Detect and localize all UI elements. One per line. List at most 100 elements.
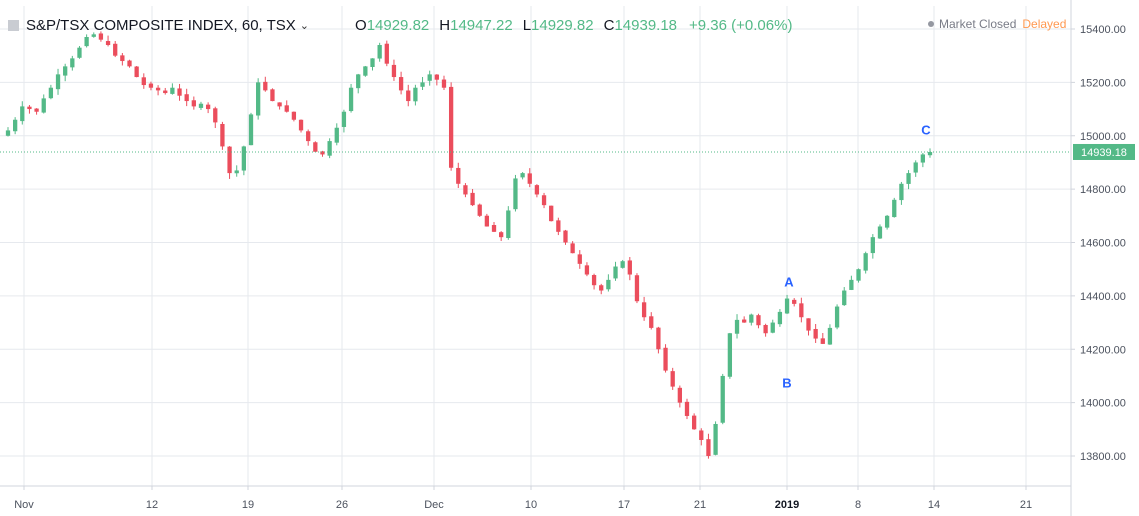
open-value: 14929.82 (366, 16, 430, 34)
y-tick-label: 14200.00 (1080, 344, 1126, 356)
candle-body (927, 152, 933, 156)
y-tick-label: 14600.00 (1080, 238, 1126, 250)
low-label: L (522, 16, 532, 34)
x-tick-label: Nov (14, 499, 34, 511)
candle (241, 145, 247, 176)
status-dot-icon (928, 21, 934, 27)
candle (842, 287, 847, 306)
candle (134, 65, 139, 78)
candle (699, 428, 704, 446)
candle (148, 81, 154, 91)
candle-body (284, 105, 289, 112)
delayed-label[interactable]: Delayed (1022, 17, 1067, 31)
candle (742, 316, 747, 323)
wave-annotation-b: B (782, 375, 791, 390)
candle-body (541, 195, 547, 206)
x-tick-label: 26 (336, 499, 348, 511)
candle-body (506, 210, 511, 239)
candle (670, 367, 675, 390)
candle-body (127, 60, 132, 67)
candle (256, 78, 261, 120)
symbol-title[interactable]: S&P/TSX COMPOSITE INDEX, 60, TSX (26, 16, 296, 34)
x-tick-label: 10 (525, 499, 537, 511)
chart-header: S&P/TSX COMPOSITE INDEX, 60, TSX ⌄ O 1492… (8, 14, 792, 36)
candle (313, 141, 318, 152)
candle-body (634, 275, 640, 302)
candle (363, 65, 368, 77)
candle (834, 304, 840, 330)
candle-body (706, 439, 711, 456)
candle (556, 217, 561, 236)
candle-body (334, 127, 339, 143)
candle-body (777, 311, 783, 325)
y-tick-label: 14000.00 (1080, 398, 1126, 410)
x-tick-label: 12 (146, 499, 158, 511)
candle-body (806, 318, 811, 331)
candle-body (477, 204, 482, 216)
candle-body (356, 74, 361, 89)
candle-body (484, 215, 490, 227)
candle (48, 84, 54, 100)
candle (34, 108, 39, 115)
candle (427, 70, 432, 86)
candle-body (55, 74, 61, 90)
candle (248, 112, 254, 146)
candle-body (470, 192, 475, 206)
y-tick-label: 15400.00 (1080, 24, 1126, 36)
candle-body (163, 90, 168, 94)
candle-body (155, 87, 161, 91)
candle (584, 262, 590, 277)
close-label: C (603, 16, 615, 34)
candle-body (720, 375, 725, 423)
candle (113, 41, 118, 58)
candle-body (434, 74, 439, 80)
candle-body (406, 90, 411, 102)
candle (270, 88, 275, 102)
candle-body (649, 316, 654, 328)
candle-body (563, 230, 568, 243)
candle (205, 102, 211, 114)
candle (606, 274, 611, 292)
candle (120, 52, 125, 66)
candle (70, 55, 75, 71)
x-tick-label: 21 (1020, 499, 1032, 511)
candle (727, 332, 733, 379)
x-tick-label: 17 (618, 499, 630, 511)
candle-body (441, 79, 447, 88)
candle (306, 129, 311, 146)
candle (541, 192, 547, 209)
candle-body (641, 302, 647, 318)
candle-body (234, 170, 239, 174)
candle-body (556, 220, 561, 232)
high-value: 14947.22 (450, 16, 513, 34)
candle (620, 259, 625, 269)
candle-body (348, 87, 354, 112)
candle (356, 73, 361, 94)
candle (684, 398, 690, 420)
change-value: +9.36 (+0.06%) (689, 16, 793, 34)
candle-body (920, 154, 925, 163)
candle (499, 231, 504, 242)
candle-body (899, 183, 904, 201)
candle (784, 294, 790, 315)
candle-body (391, 64, 397, 78)
candle (656, 326, 661, 354)
candle (470, 189, 475, 207)
candle (84, 34, 89, 48)
candle (563, 229, 568, 245)
candle (734, 314, 740, 339)
candle-body (699, 430, 704, 440)
market-closed-label: Market Closed (939, 17, 1017, 31)
candle (549, 205, 554, 222)
chevron-down-icon[interactable]: ⌄ (299, 19, 310, 32)
candle-body (448, 86, 454, 168)
x-tick-label: 14 (928, 499, 940, 511)
y-tick-label: 15200.00 (1080, 77, 1126, 89)
candle (720, 373, 725, 425)
candle-body (370, 58, 375, 67)
candle-body (413, 87, 418, 102)
candle-body (756, 315, 761, 326)
candle-body (141, 77, 146, 86)
x-tick-label: 8 (855, 499, 861, 511)
candle-body (763, 325, 768, 334)
